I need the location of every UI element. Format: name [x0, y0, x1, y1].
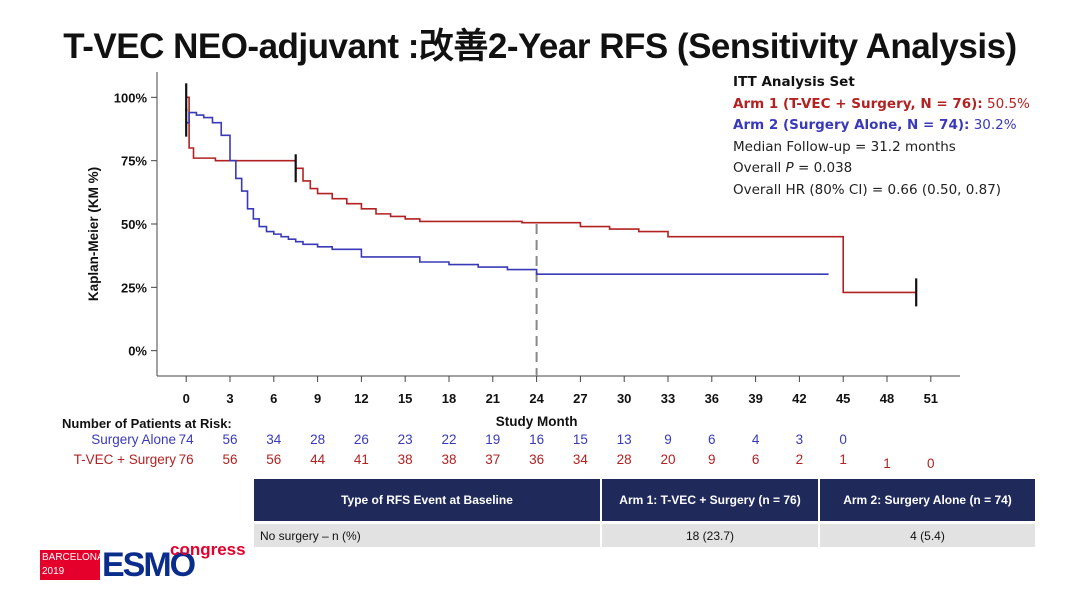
p-number: = 0.038	[793, 160, 853, 177]
table-row: No surgery – n (%) 18 (23.7) 4 (5.4)	[254, 521, 1037, 547]
risk-cell: 2	[795, 452, 804, 467]
analysis-info-box: ITT Analysis Set Arm 1 (T-VEC + Surgery,…	[733, 72, 1030, 202]
risk-table-header: Number of Patients at Risk:	[62, 416, 232, 431]
risk-cell: 15	[572, 432, 588, 447]
risk-cell: 37	[485, 452, 501, 467]
risk-cell: 56	[222, 452, 238, 467]
arm2-value: 30.2%	[969, 117, 1017, 134]
event-table-header-row: Type of RFS Event at Baseline Arm 1: T-V…	[254, 479, 1037, 523]
risk-cell: 38	[397, 452, 413, 467]
logo-box	[40, 550, 100, 580]
arm2-cell: 4 (5.4)	[819, 521, 1037, 547]
x-tick-label: 36	[705, 391, 719, 406]
arm1-cell: 18 (23.7)	[601, 521, 820, 547]
risk-cell: 56	[266, 452, 282, 467]
event-table: Type of RFS Event at Baseline Arm 1: T-V…	[254, 479, 1037, 547]
risk-cell: 0	[839, 432, 847, 447]
arm2-result: Arm 2 (Surgery Alone, N = 74): 30.2%	[733, 115, 1030, 137]
risk-cell: 20	[660, 452, 676, 467]
risk-cell: 9	[708, 452, 716, 467]
risk-cell: 34	[572, 452, 588, 467]
logo-main: ESMO	[102, 546, 196, 584]
info-header: ITT Analysis Set	[733, 74, 855, 90]
x-tick-label: 42	[792, 391, 806, 406]
x-tick-label: 48	[880, 391, 894, 406]
risk-cell: 44	[310, 452, 326, 467]
risk-cell: 4	[751, 432, 760, 447]
risk-cell: 76	[178, 452, 194, 467]
x-tick-label: 18	[442, 391, 456, 406]
risk-cell: 28	[616, 452, 632, 467]
x-tick-label: 24	[529, 391, 544, 406]
risk-cell: 34	[266, 432, 282, 447]
y-tick-label: 50%	[121, 217, 147, 232]
risk-cell: 9	[664, 432, 672, 447]
x-tick-label: 6	[270, 391, 277, 406]
risk-cell: 3	[795, 432, 804, 447]
arm1-header: Arm 1: T-VEC + Surgery (n = 76)	[601, 479, 820, 523]
risk-cell: 22	[441, 432, 457, 447]
median-followup: Median Follow-up = 31.2 months	[733, 138, 956, 155]
x-tick-label: 21	[486, 391, 500, 406]
risk-cell: 1	[883, 456, 891, 471]
x-tick-label: 15	[398, 391, 412, 406]
risk-cell: 26	[353, 432, 369, 447]
page-title: T-VEC NEO-adjuvant :改善2-Year RFS (Sensit…	[63, 27, 1017, 66]
risk-cell: 19	[485, 432, 501, 447]
x-tick-label: 33	[661, 391, 675, 406]
hazard-ratio: Overall HR (80% CI) = 0.66 (0.50, 0.87)	[733, 181, 1002, 198]
x-tick-label: 45	[836, 391, 850, 406]
risk-cell: 28	[310, 432, 326, 447]
arm1-value: 50.5%	[982, 95, 1030, 112]
risk-cell: 13	[616, 432, 632, 447]
logo-sub: congress	[170, 540, 246, 559]
x-tick-label: 9	[314, 391, 321, 406]
series-line-arm2	[186, 111, 829, 275]
risk-cell: 6	[708, 432, 716, 447]
risk-cell: 41	[353, 452, 369, 467]
risk-cell: 74	[178, 432, 194, 447]
logo-year: 2019	[42, 566, 65, 577]
arm1-label: Arm 1 (T-VEC + Surgery, N = 76):	[733, 95, 983, 112]
x-tick-label: 3	[226, 391, 233, 406]
y-tick-label: 25%	[121, 280, 147, 295]
series-line-arm1	[186, 96, 917, 294]
risk-cell: 56	[222, 432, 238, 447]
risk-cell: 36	[529, 452, 545, 467]
risk-row-label: Surgery Alone	[91, 432, 176, 447]
x-tick-label: 27	[573, 391, 587, 406]
event-type-cell: No surgery – n (%)	[254, 521, 602, 547]
logo-city: BARCELONA	[42, 552, 104, 563]
x-axis-label: Study Month	[496, 414, 578, 429]
risk-cell: 0	[927, 456, 935, 471]
risk-cell: 23	[397, 432, 413, 447]
risk-row-label: T-VEC + Surgery	[73, 452, 176, 467]
p-value: Overall P = 0.038	[733, 158, 1030, 180]
x-tick-label: 39	[748, 391, 762, 406]
y-tick-label: 75%	[121, 154, 147, 169]
arm1-result: Arm 1 (T-VEC + Surgery, N = 76): 50.5%	[733, 94, 1030, 116]
arm2-header: Arm 2: Surgery Alone (n = 74)	[819, 479, 1037, 523]
risk-cell: 1	[839, 452, 847, 467]
y-axis-label: Kaplan-Meier (KM %)	[86, 167, 101, 301]
p-symbol: P	[785, 160, 794, 177]
arm2-label: Arm 2 (Surgery Alone, N = 74):	[733, 117, 970, 134]
risk-cell: 6	[751, 452, 760, 467]
km-chart: 0%25%50%75%100%0 3 6 9 12 15 18 21 24 27 30 33 36 39 4…	[86, 72, 960, 429]
p-prefix: Overall	[733, 160, 786, 177]
x-tick-label: 0	[183, 391, 190, 406]
y-tick-label: 0%	[128, 344, 147, 359]
esmo-logo: BARCELONA 2019 ESMO congress	[40, 540, 246, 584]
risk-cell: 38	[441, 452, 457, 467]
x-tick-label: 30	[617, 391, 631, 406]
x-tick-label: 51	[924, 391, 938, 406]
x-tick-label: 12	[354, 391, 368, 406]
event-type-header: Type of RFS Event at Baseline	[254, 479, 602, 523]
y-tick-label: 100%	[114, 90, 148, 105]
risk-cell: 16	[529, 432, 545, 447]
